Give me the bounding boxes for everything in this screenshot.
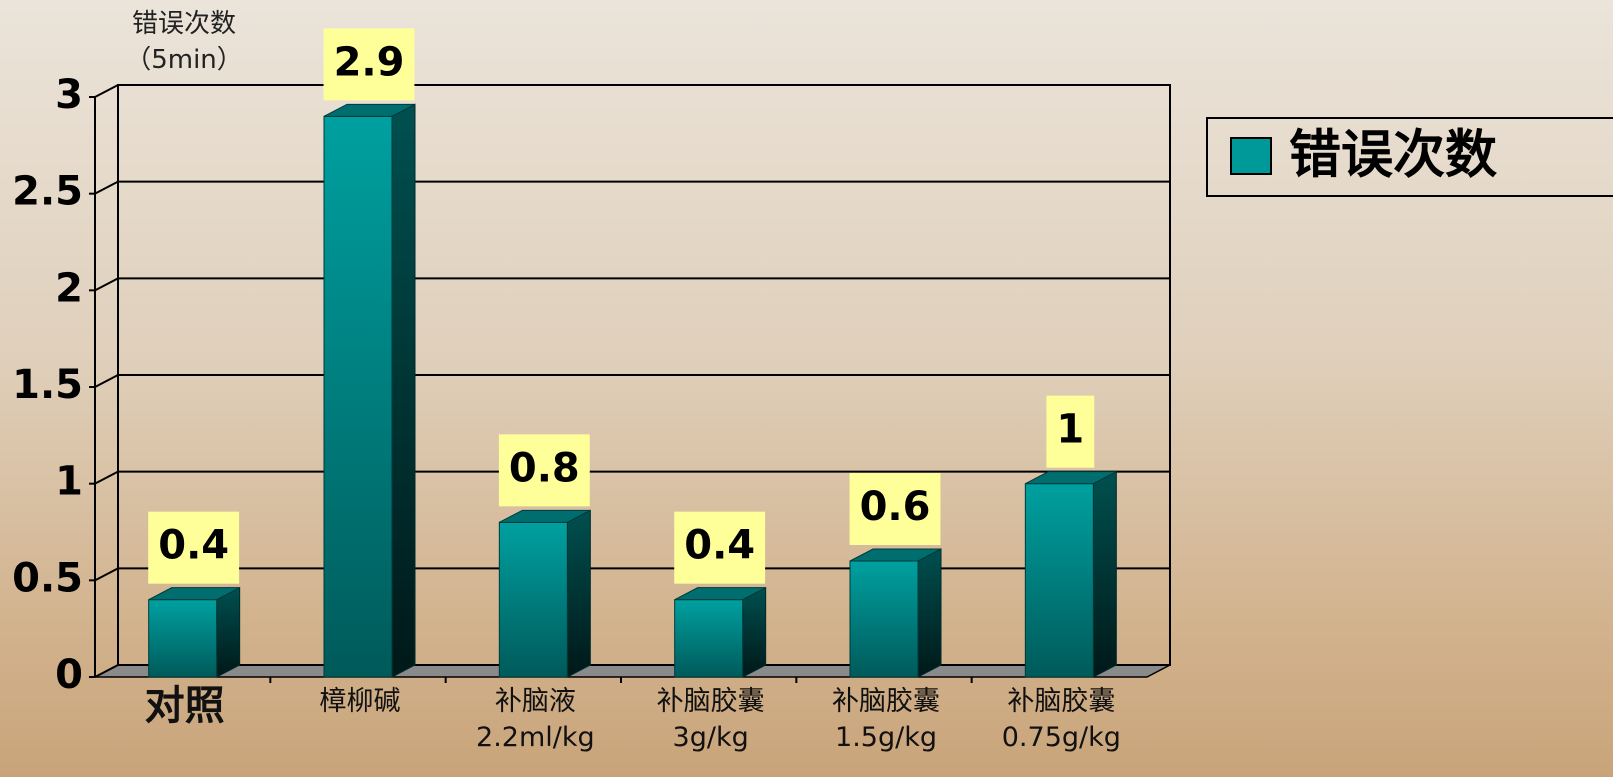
bar-side xyxy=(1093,472,1116,677)
y-tick-label: 0 xyxy=(55,652,83,698)
bar-side xyxy=(392,104,415,677)
bar xyxy=(675,600,743,677)
value-label: 0.6 xyxy=(860,484,931,530)
y-axis-title: 错误次数 （5min） xyxy=(125,6,243,78)
x-tick-label: 对照 xyxy=(145,688,225,724)
y-tick-label: 1 xyxy=(55,459,83,505)
y-tick-label: 1.5 xyxy=(12,362,83,408)
x-tick-label: 补脑胶囊 3g/kg xyxy=(657,684,765,756)
value-label: 1 xyxy=(1056,407,1084,453)
bar-side xyxy=(918,549,941,677)
value-label: 0.4 xyxy=(684,523,755,569)
plot-floor xyxy=(95,665,1170,677)
y-tick-label: 2.5 xyxy=(12,169,83,215)
slide: 0 0.5 1 1.5 2 2.5 3 0.4 2.9 0.8 0.4 0.6 1 错误次数 错误次数 （… xyxy=(0,0,1613,777)
bar xyxy=(850,561,918,677)
grid-line-side xyxy=(95,375,118,387)
bar-side xyxy=(217,588,240,677)
bar-side xyxy=(567,510,590,677)
grid-line-side xyxy=(95,85,118,97)
grid-line-side xyxy=(95,278,118,290)
chart: 0 0.5 1 1.5 2 2.5 3 0.4 2.9 0.8 0.4 0.6 1 错误次数 xyxy=(0,0,1613,777)
grid-line-side xyxy=(95,472,118,484)
x-tick-label: 补脑液 2.2ml/kg xyxy=(476,684,595,756)
value-label: 0.8 xyxy=(509,445,580,491)
y-tick-label: 2 xyxy=(55,265,83,311)
y-tick-label: 0.5 xyxy=(12,555,83,601)
x-tick-label: 补脑胶囊 1.5g/kg xyxy=(832,684,940,756)
bar xyxy=(499,522,567,677)
x-tick-label: 樟柳碱 xyxy=(320,684,401,720)
bar xyxy=(149,600,217,677)
bar xyxy=(1025,484,1093,677)
value-label: 0.4 xyxy=(158,523,229,569)
legend-swatch xyxy=(1231,138,1271,174)
bar xyxy=(324,116,392,677)
bar-side xyxy=(743,588,766,677)
grid-line-side xyxy=(95,568,118,580)
legend-label: 错误次数 xyxy=(1289,125,1497,186)
grid-line-side xyxy=(95,182,118,194)
y-tick-label: 3 xyxy=(55,72,83,118)
x-tick-label: 补脑胶囊 0.75g/kg xyxy=(1002,684,1121,756)
value-label: 2.9 xyxy=(334,39,405,85)
